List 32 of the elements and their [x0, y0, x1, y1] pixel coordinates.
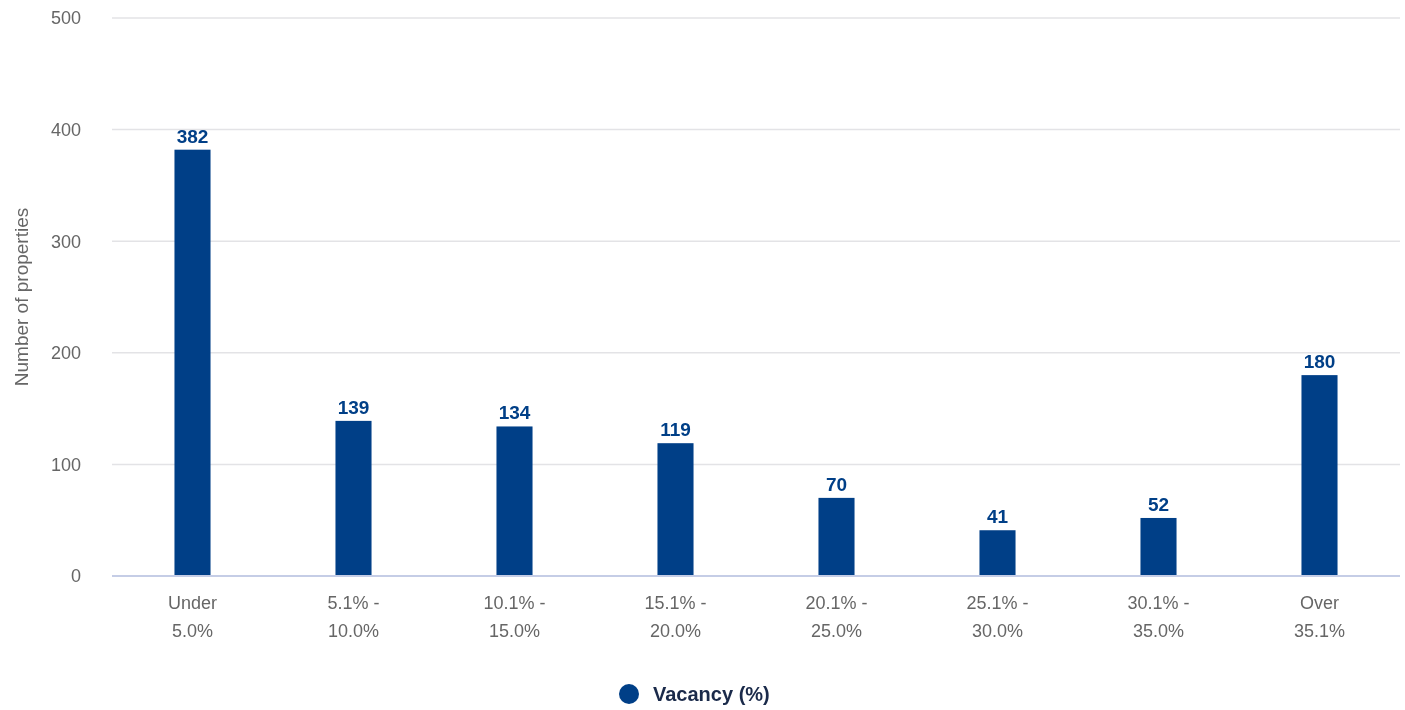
y-tick-label: 400: [50, 119, 81, 140]
y-tick-label: 0: [70, 566, 81, 587]
y-tick-label: 100: [50, 454, 81, 475]
x-tick-label: 15.1% - 20.0%: [644, 593, 707, 641]
data-label: 382: [176, 125, 209, 147]
bar: [979, 530, 1016, 576]
bar: [496, 426, 533, 576]
x-tick-label: 5.1% - 10.0%: [327, 593, 380, 641]
bar: [174, 149, 211, 576]
data-label: 52: [1147, 493, 1170, 515]
data-label: 180: [1303, 351, 1336, 373]
y-tick-label: 200: [50, 343, 81, 364]
x-tick-label: 25.1% - 30.0%: [966, 593, 1029, 641]
bar: [1140, 517, 1177, 576]
x-tick-label: 20.1% - 25.0%: [805, 593, 868, 641]
legend-label: Vacancy (%): [653, 683, 770, 705]
data-label: 134: [498, 402, 531, 424]
x-tick-label: Under 5.0%: [167, 593, 218, 641]
y-axis-title: Number of properties: [11, 207, 32, 387]
y-tick-label: 500: [50, 8, 81, 29]
y-tick-label: 300: [50, 231, 81, 252]
data-label: 139: [337, 396, 370, 418]
bar: [657, 443, 694, 576]
bar: [335, 420, 372, 576]
data-label: 119: [660, 419, 691, 441]
x-tick-label: 30.1% - 35.0%: [1127, 593, 1190, 641]
bar: [818, 497, 855, 576]
bar: [1301, 375, 1338, 576]
data-label: 70: [825, 473, 848, 495]
x-tick-label: Over 35.1%: [1293, 593, 1346, 641]
data-label: 41: [986, 506, 1009, 528]
x-tick-label: 10.1% - 15.0%: [483, 593, 546, 641]
